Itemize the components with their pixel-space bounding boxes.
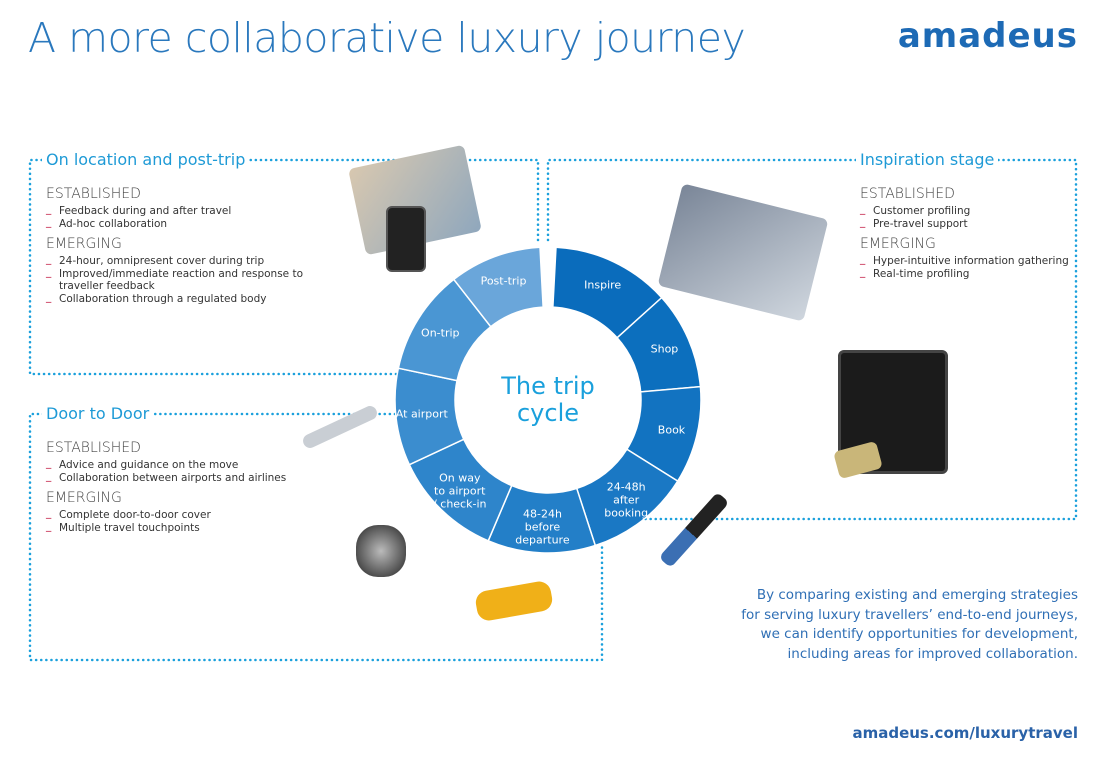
cycle-segment <box>452 246 544 328</box>
summary-text: By comparing existing and emerging strat… <box>741 587 1078 662</box>
door-to-door-section: Door to Door <box>42 404 154 423</box>
trip-cycle-title: The trip cycle <box>501 372 595 427</box>
list-item: Customer profiling <box>860 203 1070 218</box>
phone-image <box>386 206 426 272</box>
list-item: Multiple travel touchpoints <box>46 520 306 535</box>
website-link[interactable]: amadeus.com/luxurytravel <box>852 724 1078 742</box>
list-item: Advice and guidance on the move <box>46 457 306 472</box>
emerging-list: 24-hour, omnipresent cover during trip I… <box>46 253 306 306</box>
list-item: Ad-hoc collaboration <box>46 216 306 231</box>
established-list: Customer profiling Pre-travel support <box>860 203 1070 231</box>
door-to-door-border <box>28 412 604 662</box>
post-trip-content: ESTABLISHED Feedback during and after tr… <box>46 180 306 305</box>
cycle-segment-label: Post-trip <box>480 274 527 288</box>
list-item: Real-time profiling <box>860 266 1070 281</box>
list-item: Collaboration through a regulated body <box>46 291 306 306</box>
emerging-label: EMERGING <box>46 490 122 506</box>
cycle-segment-label: Book <box>657 423 686 437</box>
inspiration-content: ESTABLISHED Customer profiling Pre-trave… <box>860 180 1070 280</box>
list-item: Complete door-to-door cover <box>46 507 306 522</box>
smartwatch-image <box>356 525 406 577</box>
list-item: Hyper-intuitive information gathering <box>860 253 1070 268</box>
established-label: ESTABLISHED <box>860 186 955 202</box>
inspiration-border <box>546 158 1078 521</box>
amadeus-logo: amadeus <box>897 16 1078 56</box>
cycle-segment-label: At airport <box>395 407 448 421</box>
list-item: Pre-travel support <box>860 216 1070 231</box>
cycle-segment-label: Inspire <box>584 278 622 292</box>
emerging-list: Hyper-intuitive information gathering Re… <box>860 253 1070 281</box>
section-heading: On location and post-trip <box>42 150 250 169</box>
page-title: A more collaborative luxury journey <box>28 14 746 62</box>
cycle-segment-label: 48-24h before departure <box>515 507 570 547</box>
list-item: 24-hour, omnipresent cover during trip <box>46 253 306 268</box>
list-item: Collaboration between airports and airli… <box>46 470 306 485</box>
established-label: ESTABLISHED <box>46 186 141 202</box>
section-heading: Inspiration stage <box>856 150 999 169</box>
established-list: Feedback during and after travel Ad-hoc … <box>46 203 306 231</box>
inspiration-section: Inspiration stage <box>856 150 999 169</box>
post-trip-section: On location and post-trip <box>42 150 250 169</box>
emerging-label: EMERGING <box>46 236 122 252</box>
established-list: Advice and guidance on the move Collabor… <box>46 457 306 485</box>
cycle-segment-label: On-trip <box>421 326 460 340</box>
section-heading: Door to Door <box>42 404 154 423</box>
cycle-segment-label: On way to airport / check-in <box>433 471 487 511</box>
emerging-list: Complete door-to-door cover Multiple tra… <box>46 507 306 535</box>
established-label: ESTABLISHED <box>46 440 141 456</box>
list-item: Feedback during and after travel <box>46 203 306 218</box>
emerging-label: EMERGING <box>860 236 936 252</box>
cycle-segment-label: 24-48h after booking <box>604 480 649 520</box>
door-to-door-content: ESTABLISHED Advice and guidance on the m… <box>46 434 306 534</box>
cycle-segment-label: Shop <box>650 342 679 356</box>
list-item: Improved/immediate reaction and response… <box>46 266 306 293</box>
